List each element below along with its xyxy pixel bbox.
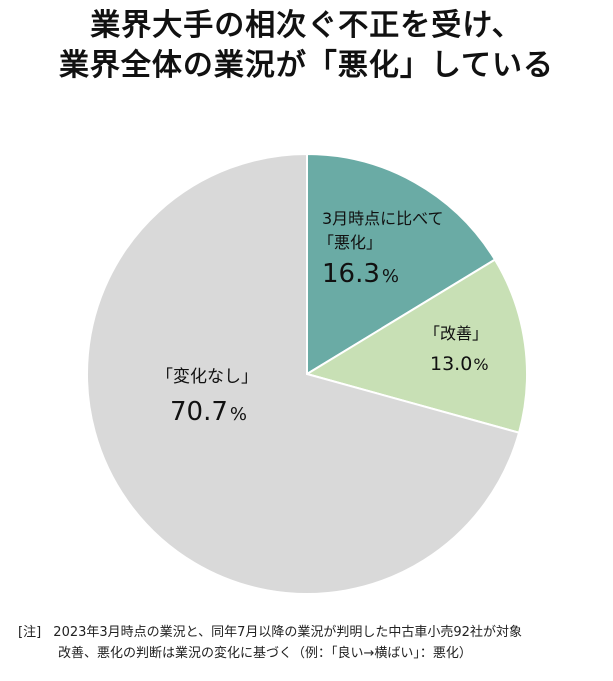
slice-value-nochange: 70.7%	[170, 397, 247, 427]
slice-label-worse-line1: 3月時点に比べて	[322, 209, 444, 228]
slice-worse	[306, 152, 497, 376]
footnote-prefix: [注]	[18, 625, 42, 640]
slice-label-nochange: 「変化なし」	[156, 367, 258, 387]
slice-value-better: 13.0%	[430, 353, 489, 375]
chart-title-line1: 業界大手の相次ぐ不正を受け、	[90, 8, 523, 43]
slice-value-worse: 16.3%	[322, 259, 399, 289]
slice-better	[304, 258, 528, 434]
footnote: [注] 2023年3月時点の業況と、同年7月以降の業況が判明した中古車小売92社…	[18, 622, 608, 664]
footnote-line2: 改善、悪化の判断は業況の変化に基づく（例：「良い→横ばい」：悪化）	[58, 646, 472, 661]
slice-label-better: 「改善」	[424, 324, 488, 343]
slice-label-worse-line2: 「悪化」	[318, 233, 382, 252]
chart-title-line2: 業界全体の業況が「悪化」している	[58, 48, 555, 83]
slice-nochange	[86, 152, 521, 595]
footnote-line1: 2023年3月時点の業況と、同年7月以降の業況が判明した中古車小売92社が対象	[53, 625, 522, 640]
